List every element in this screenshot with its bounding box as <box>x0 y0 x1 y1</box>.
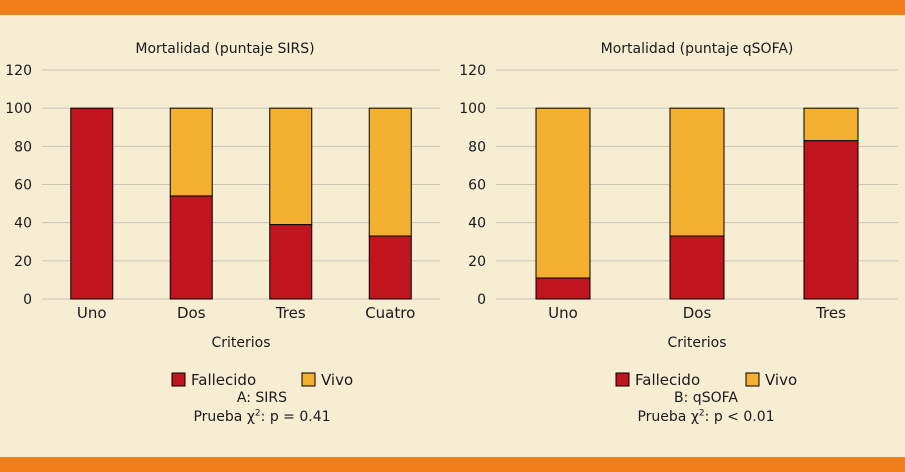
y-tick-label: 20 <box>14 254 32 270</box>
chart-title: Mortalidad (puntaje SIRS) <box>135 41 314 57</box>
legend-swatch-fallecido <box>615 372 630 387</box>
bar-vivo-tres <box>269 107 313 226</box>
y-tick-label: 0 <box>23 292 32 308</box>
y-tick-label: 100 <box>459 101 486 117</box>
bar-vivo-tres <box>803 107 859 142</box>
y-tick-label: 60 <box>468 178 486 194</box>
y-tick-label: 60 <box>14 178 32 194</box>
y-tick-label: 20 <box>468 254 486 270</box>
chart-qsofa: Mortalidad (puntaje qSOFA) 0 20 40 60 80 100 12… <box>459 41 898 389</box>
legend-swatch-vivo <box>301 372 316 387</box>
bottom-border-band <box>0 457 905 472</box>
bar-fallecido-tres <box>269 224 313 300</box>
y-tick-label: 40 <box>468 216 486 232</box>
x-tick-label: Dos <box>177 304 206 322</box>
chart-title: Mortalidad (puntaje qSOFA) <box>601 41 794 57</box>
x-tick-label: Tres <box>275 304 306 322</box>
bar-vivo-dos <box>169 107 213 197</box>
legend-label-vivo: Vivo <box>321 371 353 389</box>
test-result-qsofa: Prueba χ2: p < 0.01 <box>637 408 775 425</box>
legend-label-vivo: Vivo <box>765 371 797 389</box>
chart-label-sirs: A: SIRS <box>236 390 288 406</box>
legend-swatch-vivo <box>745 372 760 387</box>
top-border-band <box>0 0 905 15</box>
x-axis-title: Criterios <box>667 335 726 351</box>
x-tick-label: Tres <box>815 304 846 322</box>
bar-fallecido-dos <box>169 195 213 300</box>
bar-fallecido-tres <box>803 140 859 300</box>
y-tick-label: 40 <box>14 216 32 232</box>
bar-fallecido-uno <box>70 107 114 300</box>
x-tick-label: Uno <box>548 304 578 322</box>
legend-swatch-fallecido <box>171 372 186 387</box>
chart-label-qsofa: B: qSOFA <box>674 390 738 406</box>
bar-vivo-cuatro <box>368 107 412 237</box>
y-tick-label: 80 <box>468 139 486 155</box>
bar-vivo-uno <box>535 107 591 279</box>
x-tick-label: Dos <box>683 304 712 322</box>
y-tick-label: 80 <box>14 139 32 155</box>
bar-fallecido-cuatro <box>368 235 412 300</box>
y-tick-label: 0 <box>477 292 486 308</box>
legend-label-fallecido: Fallecido <box>191 371 256 389</box>
bar-fallecido-dos <box>669 235 725 300</box>
x-axis-title: Criterios <box>211 335 270 351</box>
bar-fallecido-uno <box>535 277 591 300</box>
chart-sirs: Mortalidad (puntaje SIRS) 0 20 40 60 80 100 120… <box>5 41 440 389</box>
test-result-sirs: Prueba χ2: p = 0.41 <box>193 408 331 425</box>
y-tick-label: 100 <box>5 101 32 117</box>
x-tick-label: Cuatro <box>365 304 415 322</box>
caption-qsofa: B: qSOFA Prueba χ2: p < 0.01 <box>556 389 856 427</box>
caption-sirs: A: SIRS Prueba χ2: p = 0.41 <box>112 389 412 427</box>
bar-vivo-dos <box>669 107 725 237</box>
x-tick-label: Uno <box>77 304 107 322</box>
y-tick-label: 120 <box>5 63 32 79</box>
legend-label-fallecido: Fallecido <box>635 371 700 389</box>
y-tick-label: 120 <box>459 63 486 79</box>
